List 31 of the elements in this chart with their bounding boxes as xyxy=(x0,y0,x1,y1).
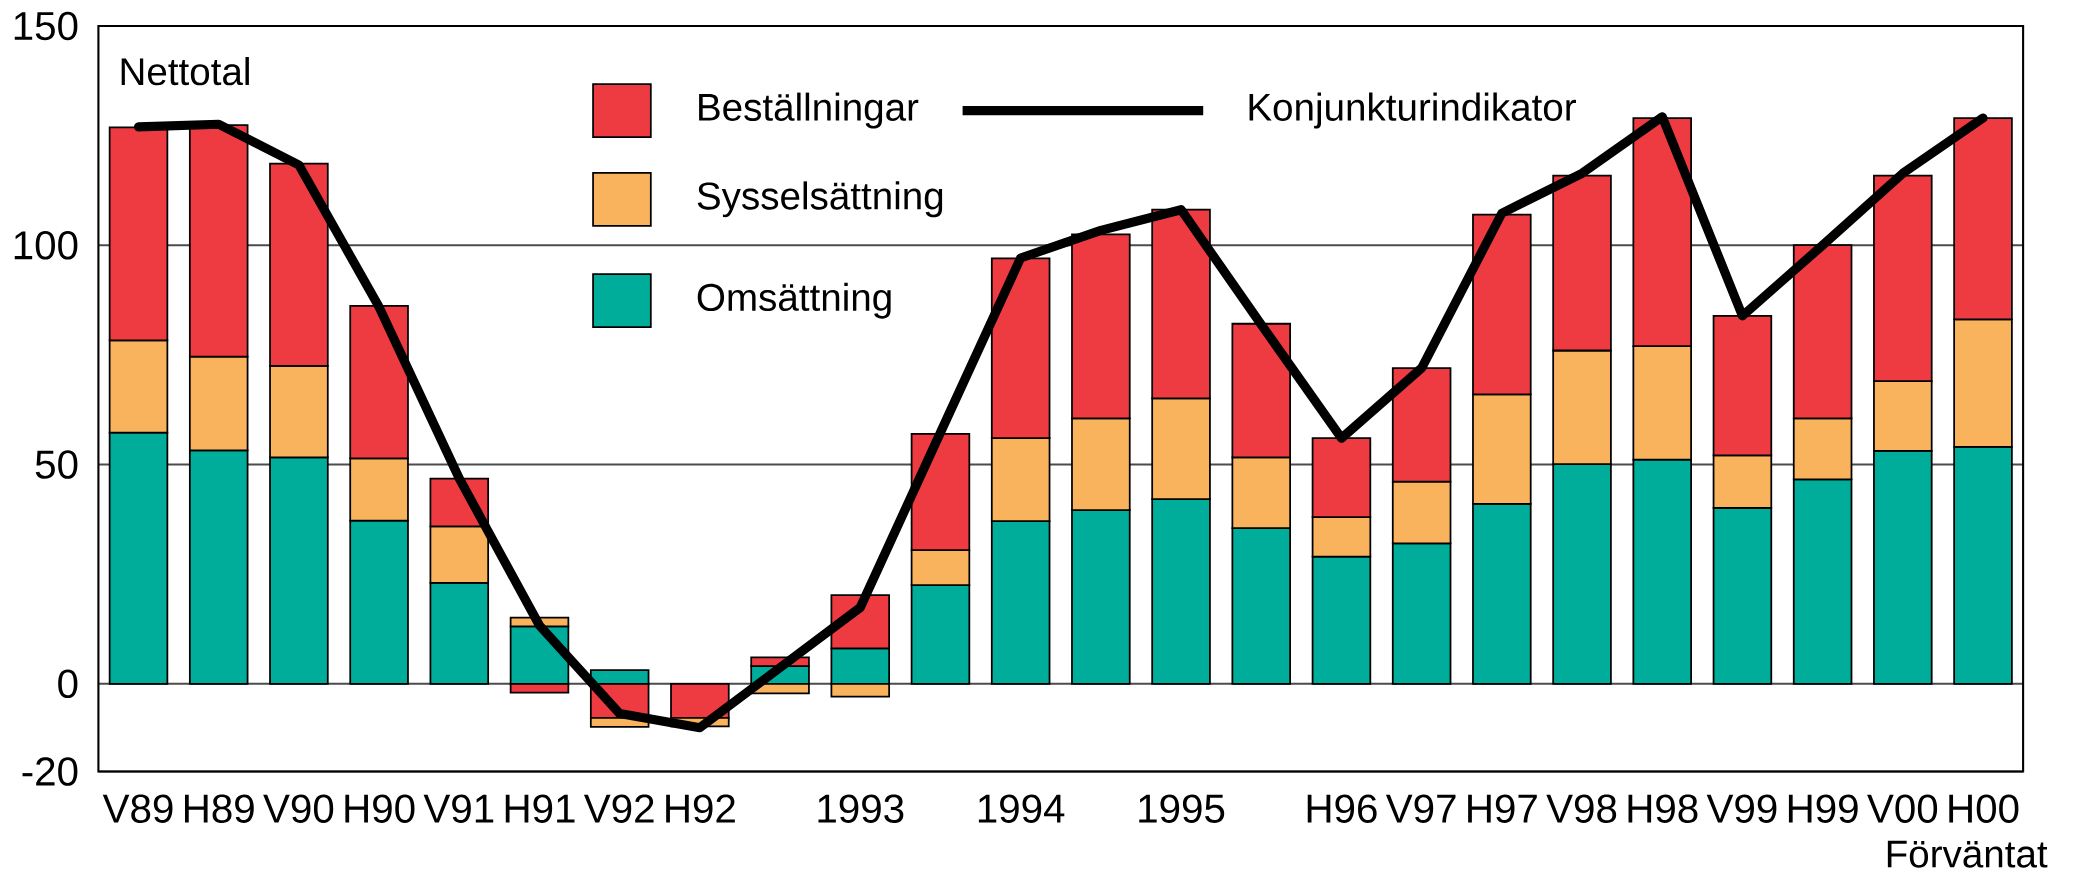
x-tick-label: V92 xyxy=(583,794,654,823)
x-tick-label: 1994 xyxy=(978,794,1065,823)
y-tick-label: -20 xyxy=(22,757,78,786)
series-label: Konjunkturindikator xyxy=(1249,92,1576,129)
x-tick-label: V97 xyxy=(1385,794,1456,823)
legend-label: Omsättning xyxy=(697,282,891,319)
x-tick-label: V89 xyxy=(102,794,173,823)
legend-label: Sysselsättning xyxy=(697,181,943,218)
x-tick-label: H99 xyxy=(1788,794,1858,823)
x-tick-label: 1995 xyxy=(1139,794,1225,823)
y-tick-label: 150 xyxy=(14,11,78,41)
y-tick-label: 100 xyxy=(14,230,78,260)
x-tick-label: V98 xyxy=(1546,794,1617,823)
y-tick-label: 50 xyxy=(35,450,78,479)
legend-label: Beställningar xyxy=(699,92,919,129)
x-tick-label: V00 xyxy=(1867,794,1938,823)
x-tick-label: H00 xyxy=(1949,794,2019,823)
x-tick-label: H90 xyxy=(345,794,415,823)
text: Förväntat xyxy=(1887,840,2048,868)
x-tick-label: H92 xyxy=(666,794,735,823)
x-tick-label: H91 xyxy=(505,794,575,823)
x-tick-label: V99 xyxy=(1706,794,1777,823)
x-tick-label: H98 xyxy=(1628,794,1698,823)
x-tick-label: H97 xyxy=(1468,794,1537,823)
x-tick-label: H89 xyxy=(185,794,254,823)
x-tick-label: 1993 xyxy=(818,794,904,823)
x-tick-label: V90 xyxy=(263,794,334,823)
y-tick-label: 0 xyxy=(58,669,78,698)
x-tick-label: H96 xyxy=(1307,794,1377,823)
x-tick-label: V91 xyxy=(423,794,494,823)
y-axis-title: Nettotal xyxy=(121,56,249,86)
